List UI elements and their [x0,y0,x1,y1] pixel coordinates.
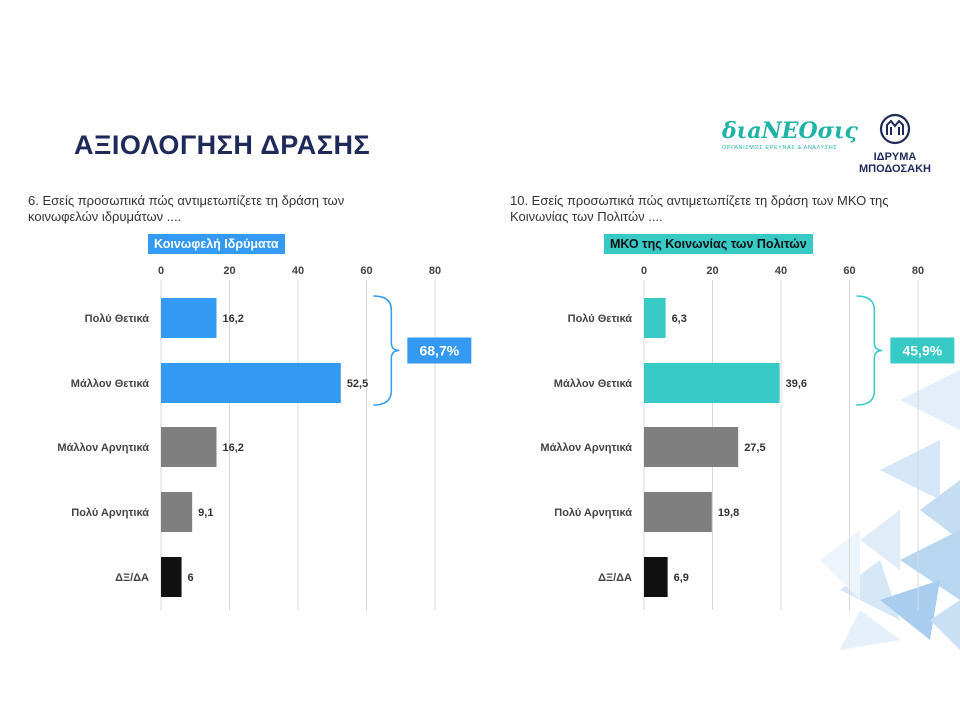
right-bar-value-label: 6,3 [672,313,687,325]
bodossaki-emblem-icon [879,113,911,145]
question-left-line2: κοινωφελών ιδρυμάτων .... [28,209,182,224]
background-triangle-decoration [880,580,940,640]
right-bar [644,298,666,338]
left-category-label: ΔΞ/ΔΑ [115,572,149,584]
right-bar [644,557,668,597]
right-bar-value-label: 27,5 [744,442,765,454]
question-right-line1: 10. Εσείς προσωπικά πώς αντιμετωπίζετε τ… [510,193,889,208]
background-triangle-decoration [920,480,960,540]
right-bar-value-label: 19,8 [718,507,739,519]
right-x-tick-label: 80 [912,265,924,277]
background-triangle-decoration [820,530,860,600]
right-bar-value-label: 6,9 [674,572,689,584]
right-category-label: Μάλλον Θετικά [554,378,632,390]
chart-right-title: ΜΚΟ της Κοινωνίας των Πολιτών [604,234,813,254]
question-left-line1: 6. Εσείς προσωπικά πώς αντιμετωπίζετε τη… [28,193,345,208]
left-category-label: Πολύ Θετικά [85,313,150,325]
question-right-line2: Κοινωνίας των Πολιτών .... [510,209,663,224]
left-total-box [407,337,472,364]
left-x-tick-label: 20 [223,265,235,277]
left-x-tick-label: 80 [429,265,441,277]
chart-left-title: Κοινωφελή Ιδρύματα [148,234,285,254]
background-triangle-decoration [840,610,900,650]
right-bar [644,427,739,467]
right-bar [644,363,780,403]
left-bar-value-label: 16,2 [222,313,243,325]
bodossaki-logo-line2: ΜΠΟΔΟΣΑΚΗ [859,163,931,175]
background-triangle-decoration [880,440,940,500]
left-category-label: Μάλλον Θετικά [71,378,149,390]
left-x-tick-label: 0 [158,265,164,277]
right-bar-value-label: 39,6 [786,378,807,390]
dianeosis-logo-name: διaNEOσις [722,118,858,144]
left-bar [161,298,217,338]
right-x-tick-label: 20 [706,265,718,277]
question-left: 6. Εσείς προσωπικά πώς αντιμετωπίζετε τη… [28,193,344,225]
right-category-label: Μάλλον Αρνητικά [540,442,632,454]
right-x-tick-label: 60 [843,265,855,277]
background-triangle-decoration [840,560,900,620]
bodossaki-logo-line1: ΙΔΡΥΜΑ [873,151,917,163]
question-right: 10. Εσείς προσωπικά πώς αντιμετωπίζετε τ… [510,193,889,225]
left-x-tick-label: 40 [292,265,304,277]
left-bar [161,427,217,467]
left-category-label: Μάλλον Αρνητικά [57,442,149,454]
background-triangle-decoration [930,600,960,650]
right-total-label: 45,9% [902,343,942,359]
bodossaki-logo: ΙΔΡΥΜΑ ΜΠΟΔΟΣΑΚΗ [850,112,940,175]
left-bar [161,557,182,597]
dianeosis-logo: διaNEOσις ΟΡΓΑΝΙΣΜΟΣ ΕΡΕΥΝΑΣ & ΑΝΑΛΥΣΗΣ [722,118,858,164]
right-category-label: Πολύ Αρνητικά [554,507,632,519]
right-category-label: Πολύ Θετικά [568,313,633,325]
right-x-tick-label: 0 [641,265,647,277]
left-bracket [373,295,400,406]
left-category-label: Πολύ Αρνητικά [71,507,149,519]
left-bar-value-label: 16,2 [222,442,243,454]
left-total-label: 68,7% [419,343,459,359]
right-bar [644,492,712,532]
left-bar-value-label: 6 [188,572,194,584]
left-bar [161,363,341,403]
page-title: ΑΞΙΟΛΟΓΗΣΗ ΔΡΑΣΗΣ [74,130,371,160]
left-bar [161,492,193,532]
right-total-box [890,337,955,364]
right-bracket [856,295,883,406]
background-triangle-decoration [900,370,960,430]
background-triangle-decoration [860,510,900,570]
left-bar-value-label: 52,5 [347,378,368,390]
background-triangle-decoration [900,530,960,600]
left-bar-value-label: 9,1 [198,507,213,519]
left-x-tick-label: 60 [360,265,372,277]
right-category-label: ΔΞ/ΔΑ [598,572,632,584]
dianeosis-logo-subtitle: ΟΡΓΑΝΙΣΜΟΣ ΕΡΕΥΝΑΣ & ΑΝΑΛΥΣΗΣ [722,145,838,151]
right-x-tick-label: 40 [775,265,787,277]
